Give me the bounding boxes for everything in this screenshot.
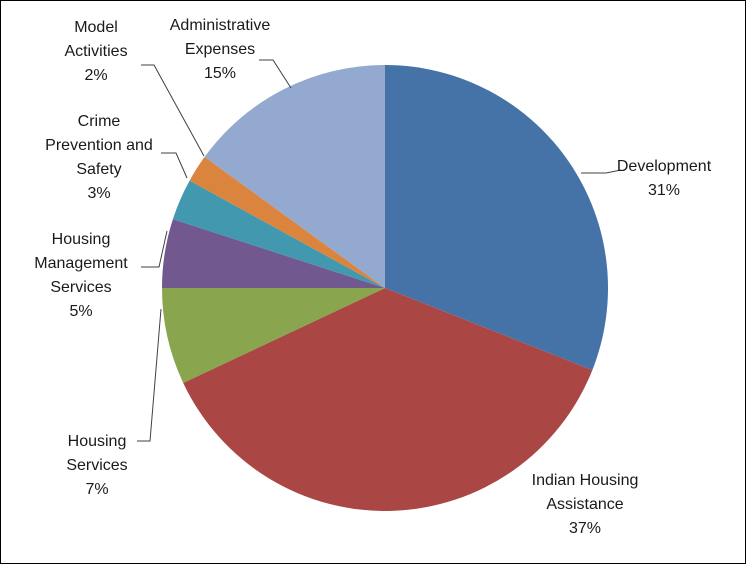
pie-slice-housing-services	[162, 288, 385, 383]
pie-slice-crime-prevention-and-safety	[172, 180, 385, 288]
leader-lines	[137, 59, 622, 442]
data-label: Crime Prevention and Safety 3%	[45, 113, 153, 202]
leader-line	[259, 59, 292, 89]
leader-line	[137, 308, 162, 442]
slice-labels: Development 31% Indian Housing Assistance 37…	[34, 17, 711, 537]
data-label: Model Activities 2%	[64, 19, 127, 84]
pie-slice-model-activities	[189, 156, 385, 288]
pie-slice-administrative-expenses	[204, 65, 385, 288]
leader-line	[141, 64, 205, 157]
data-label: Development 31%	[617, 158, 712, 199]
pie-slice-development	[385, 65, 608, 371]
pie-slices	[162, 65, 608, 512]
data-label: Administrative Expenses 15%	[170, 17, 271, 82]
leader-line	[161, 152, 188, 179]
data-label: Housing Management Services 5%	[34, 231, 128, 320]
pie-slice-indian-housing-assistance	[183, 288, 593, 512]
data-label: Indian Housing Assistance 37%	[532, 472, 639, 537]
pie-slice-housing-management-services	[162, 219, 385, 288]
leader-line	[581, 169, 622, 174]
data-label: Housing Services 7%	[66, 433, 127, 498]
leader-line	[141, 230, 168, 268]
